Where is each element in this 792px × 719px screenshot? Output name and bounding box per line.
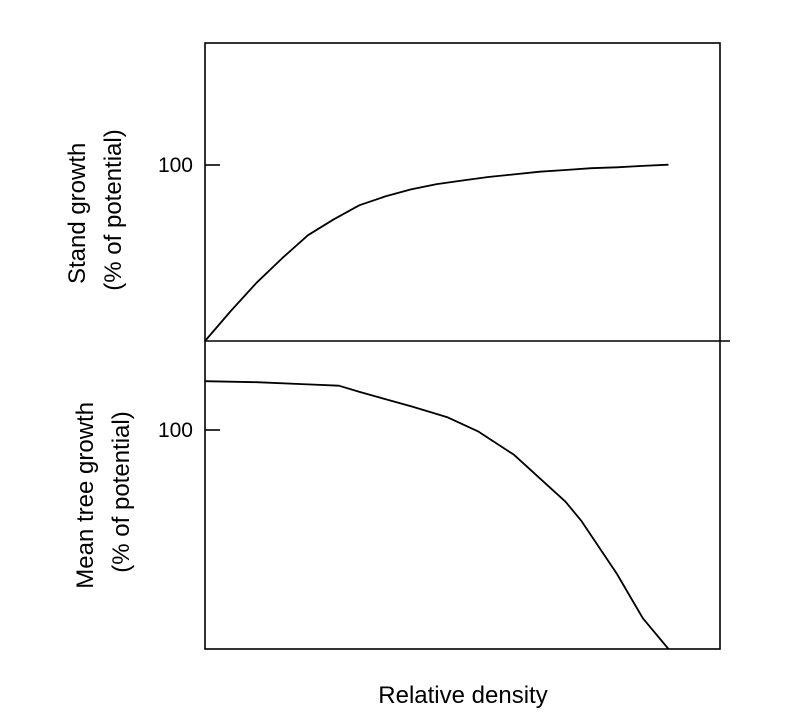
top-ylabel: Stand growth (% of potential)	[64, 129, 127, 290]
top-series-line	[204, 163, 669, 342]
bottom-ylabel-line-2: (% of potential)	[108, 411, 135, 572]
top-ylabel-line-2: (% of potential)	[100, 129, 127, 290]
top-panel: 100 Stand growth (% of potential)	[64, 129, 669, 342]
top-ylabel-line-1: Stand growth	[64, 143, 91, 284]
x-axis-title: Relative density	[378, 682, 547, 709]
plot-frame	[204, 42, 721, 650]
top-ytick-label: 100	[158, 154, 193, 177]
bottom-ylabel: Mean tree growth (% of potential)	[72, 395, 135, 588]
bottom-ytick-label: 100	[158, 419, 193, 442]
bottom-panel: 100 Mean tree growth (% of potential)	[72, 380, 670, 650]
bottom-series-line	[204, 380, 670, 650]
bottom-ylabel-line-1: Mean tree growth	[72, 402, 99, 589]
